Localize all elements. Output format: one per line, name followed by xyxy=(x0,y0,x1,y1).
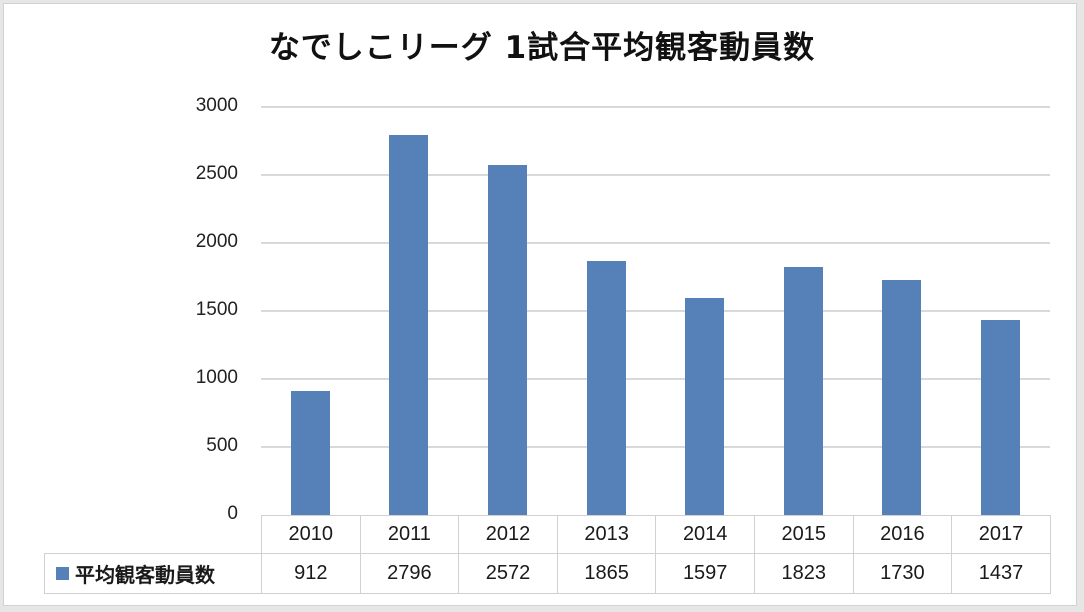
y-axis-label: 2000 xyxy=(195,231,238,252)
table-value: 1823 xyxy=(754,553,854,594)
gridline xyxy=(261,446,1050,448)
y-axis-label: 1000 xyxy=(195,367,238,388)
bar-2012 xyxy=(488,165,527,515)
table-value: 2572 xyxy=(458,553,558,594)
bar-2011 xyxy=(389,134,429,515)
y-axis-label: 500 xyxy=(206,435,238,456)
table-header-year: 2012 xyxy=(458,515,558,554)
table-header-year: 2015 xyxy=(754,515,854,554)
bar-2010 xyxy=(290,390,330,515)
table-value: 1865 xyxy=(556,553,657,594)
bar-2017 xyxy=(981,319,1020,515)
table-value: 2796 xyxy=(359,553,460,594)
table-value: 912 xyxy=(261,553,361,594)
table-value: 1730 xyxy=(852,553,953,594)
bar-2013 xyxy=(586,261,626,515)
gridline xyxy=(261,378,1050,380)
table-header-year: 2016 xyxy=(852,515,953,554)
table-value: 1597 xyxy=(655,553,755,594)
table-header-year: 2014 xyxy=(655,515,755,554)
bar-2016 xyxy=(882,279,922,515)
gridline xyxy=(261,310,1050,312)
gridline xyxy=(261,242,1050,244)
gridline xyxy=(261,174,1050,176)
legend-cell: 平均観客動員数 xyxy=(44,553,262,594)
y-axis-label: 1500 xyxy=(195,299,238,320)
table-header-year: 2013 xyxy=(556,515,657,554)
legend-swatch-icon xyxy=(56,567,69,580)
legend-label: 平均観客動員数 xyxy=(75,563,215,587)
y-axis-label: 3000 xyxy=(195,95,238,116)
bar-2015 xyxy=(783,267,823,515)
chart-title: なでしこリーグ 1試合平均観客動員数 xyxy=(268,30,816,66)
table-value: 1437 xyxy=(951,553,1051,594)
y-axis-label: 2500 xyxy=(195,163,238,184)
table-header-year: 2017 xyxy=(951,515,1051,554)
table-header-year: 2011 xyxy=(359,515,460,554)
table-header-year: 2010 xyxy=(261,515,361,554)
y-axis-label: 0 xyxy=(227,503,238,524)
gridline xyxy=(261,106,1050,108)
bar-2014 xyxy=(685,297,725,515)
